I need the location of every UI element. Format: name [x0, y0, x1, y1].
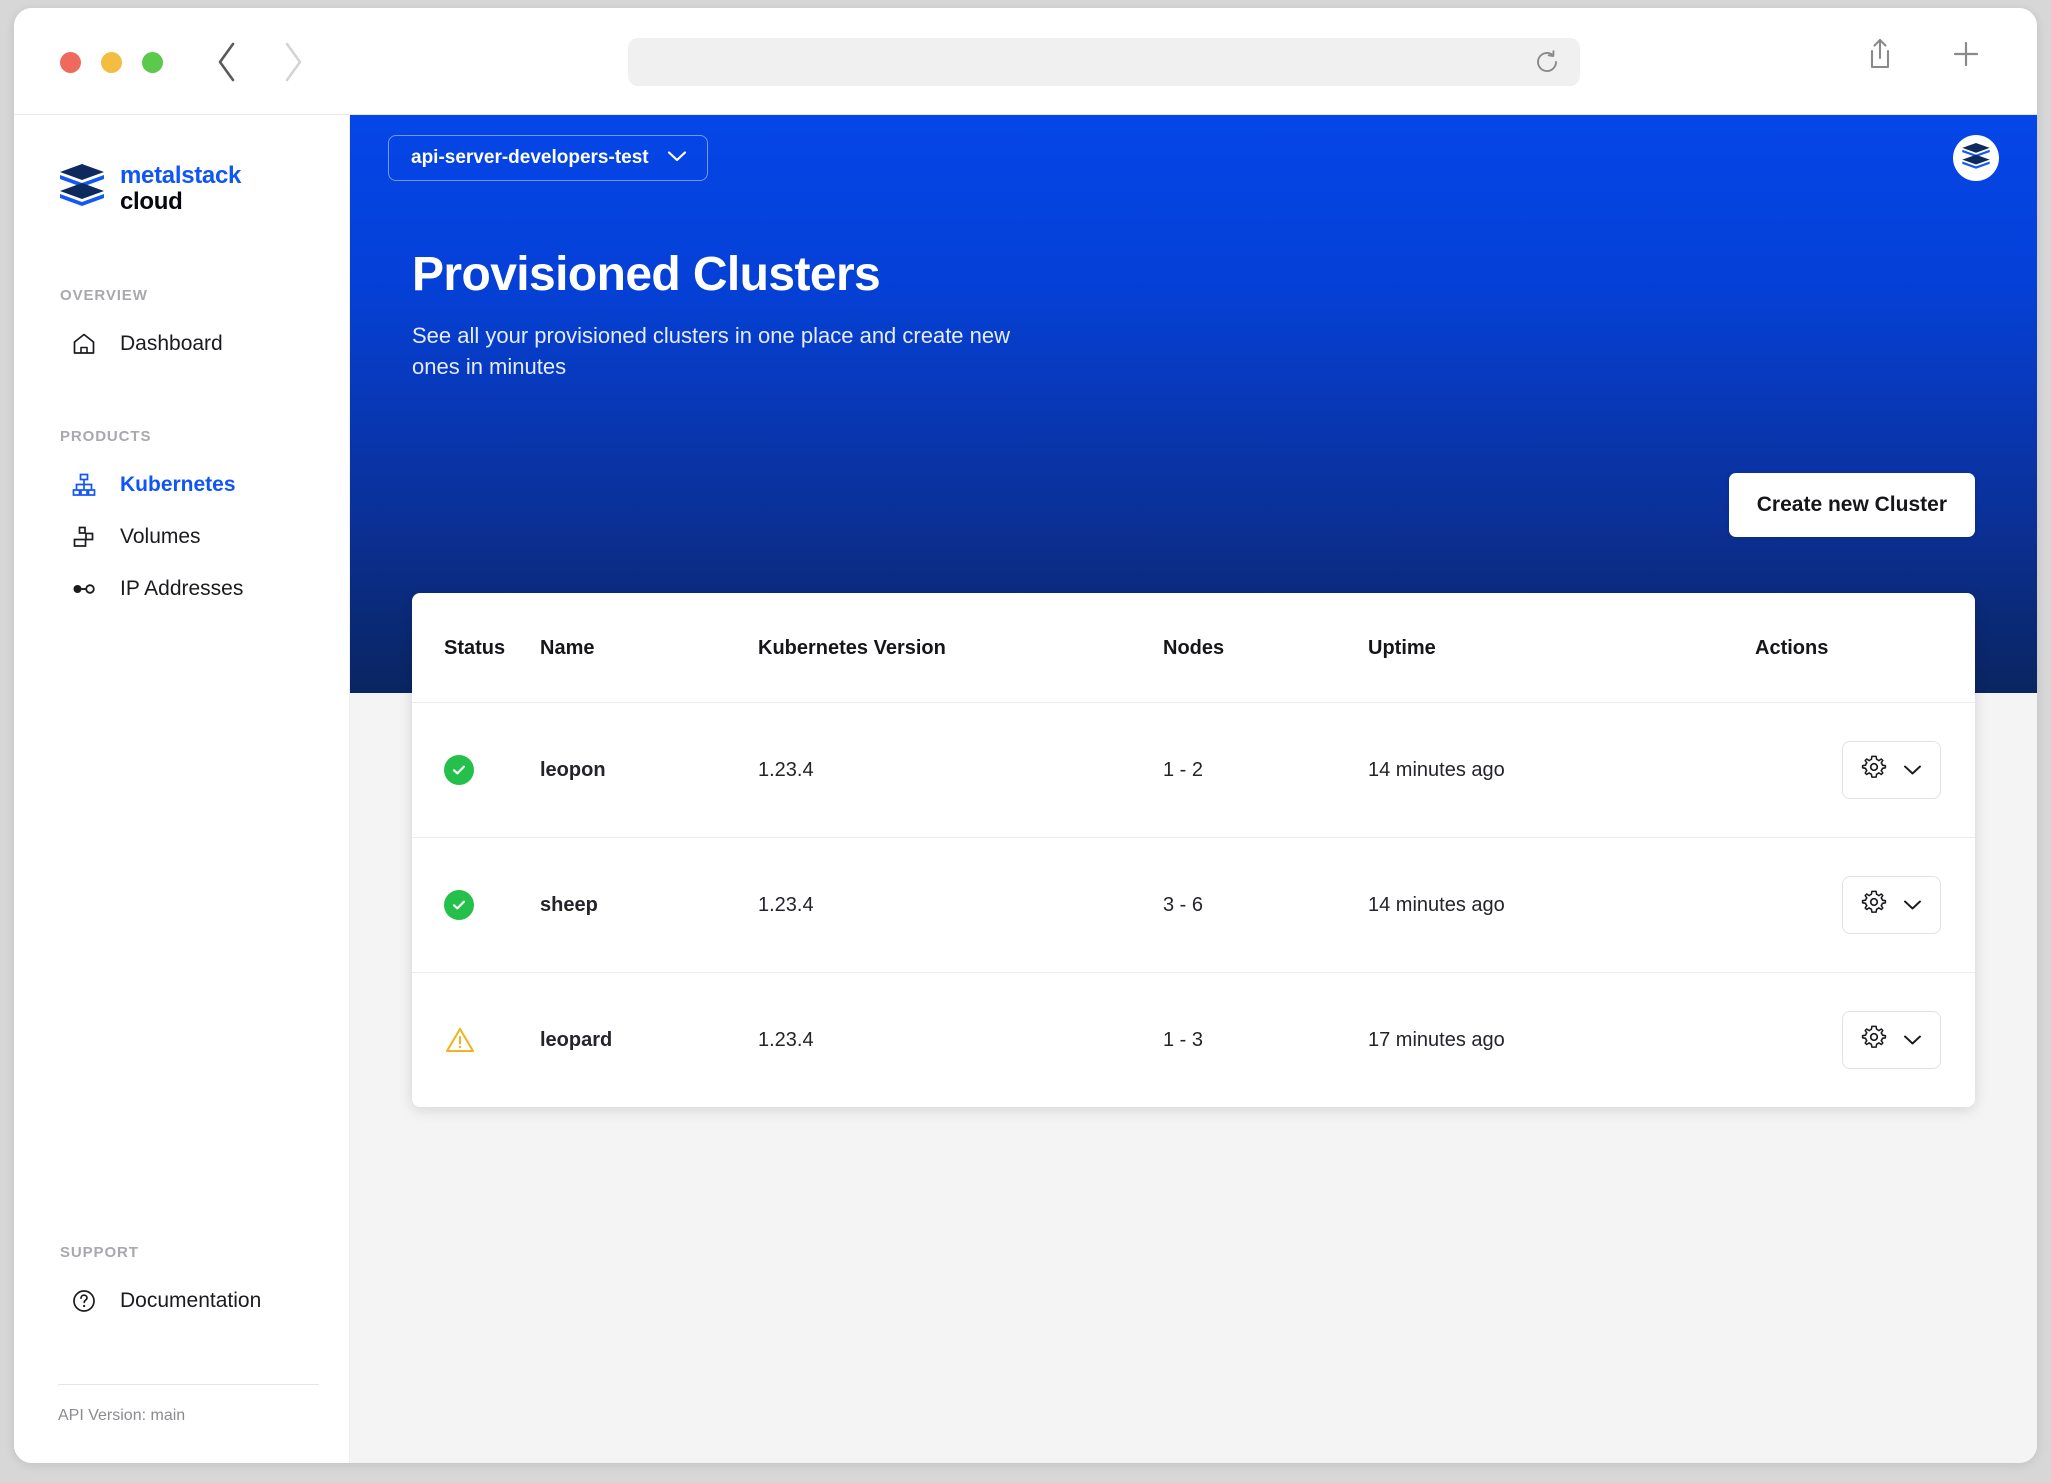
cell-status [412, 702, 540, 838]
clusters-table: Status Name Kubernetes Version Nodes Upt… [412, 593, 1975, 1107]
sidebar-item-label: Dashboard [120, 331, 223, 355]
column-header-status: Status [412, 593, 540, 703]
cell-name: sheep [540, 837, 758, 973]
check-circle-icon [444, 890, 474, 920]
reload-icon[interactable] [1534, 49, 1560, 75]
chevron-down-icon [1903, 1029, 1922, 1052]
sidebar: metalstack cloud OVERVIEW Dashboard [14, 115, 350, 1463]
cell-version: 1.23.4 [758, 1028, 814, 1051]
question-circle-icon [70, 1287, 98, 1315]
cell-uptime: 17 minutes ago [1368, 1028, 1505, 1051]
gear-icon [1861, 889, 1887, 921]
ip-link-icon [70, 575, 98, 603]
cell-version: 1.23.4 [758, 702, 1163, 838]
volumes-stack-icon [70, 523, 98, 551]
window-controls [60, 52, 163, 73]
main-content: api-server-developers-test [350, 115, 2037, 1463]
metalstack-avatar-icon [1960, 141, 1992, 176]
api-version-label: API Version: main [58, 1407, 186, 1424]
page-title: Provisioned Clusters [412, 248, 881, 301]
home-icon [70, 330, 98, 358]
project-selector-label: api-server-developers-test [411, 147, 649, 168]
create-new-cluster-button[interactable]: Create new Cluster [1728, 473, 1975, 537]
table-row[interactable]: sheep 1.23.4 3 - 6 14 minutes ago [412, 837, 1975, 973]
column-header-actions: Actions [1755, 593, 1975, 703]
warning-triangle-icon [444, 1025, 476, 1055]
address-bar[interactable] [628, 38, 1580, 86]
sidebar-item-documentation[interactable]: Documentation [14, 1275, 349, 1327]
cell-actions [1755, 973, 1975, 1108]
row-actions-button[interactable] [1842, 741, 1941, 799]
kubernetes-hierarchy-icon [70, 471, 98, 499]
chevron-down-icon [1903, 759, 1922, 782]
cell-uptime: 14 minutes ago [1368, 702, 1755, 838]
app-body: metalstack cloud OVERVIEW Dashboard [14, 115, 2037, 1463]
clusters-table-card: Status Name Kubernetes Version Nodes Upt… [412, 593, 1975, 1107]
table-row[interactable]: leopon 1.23.4 1 - 2 14 minutes ago [412, 702, 1975, 838]
page-subtitle: See all your provisioned clusters in one… [412, 323, 1011, 380]
cell-status [412, 973, 540, 1108]
cell-actions [1755, 702, 1975, 838]
chevron-down-icon [1903, 894, 1922, 917]
gear-icon [1861, 1024, 1887, 1056]
chevron-down-icon [667, 147, 687, 169]
cell-name: leopon [540, 702, 758, 838]
cell-name: leopard [540, 1028, 613, 1051]
column-header-uptime: Uptime [1368, 593, 1755, 703]
cell-version: 1.23.4 [758, 837, 1163, 973]
project-selector[interactable]: api-server-developers-test [388, 135, 708, 181]
cell-uptime: 14 minutes ago [1368, 837, 1755, 973]
nav-section-label-products: PRODUCTS [60, 427, 152, 445]
nav-section-label-overview: OVERVIEW [60, 286, 148, 304]
cell-status [412, 837, 540, 973]
address-input[interactable] [628, 38, 1580, 86]
sidebar-item-dashboard[interactable]: Dashboard [14, 318, 349, 370]
nav-section-label-support: SUPPORT [60, 1244, 139, 1261]
column-header-name: Name [540, 593, 758, 703]
sidebar-item-ip-addresses[interactable]: IP Addresses [14, 563, 349, 615]
gear-icon [1861, 754, 1887, 786]
toolbar-actions [1863, 36, 1983, 72]
table-row[interactable]: leopard 1.23.4 1 - 3 17 minutes ago [412, 973, 1975, 1108]
new-tab-button[interactable] [1949, 36, 1983, 72]
cell-nodes: 3 - 6 [1163, 837, 1368, 973]
sidebar-item-label: Documentation [120, 1289, 262, 1312]
avatar[interactable] [1953, 135, 1999, 181]
cell-nodes: 1 - 2 [1163, 702, 1368, 838]
row-actions-button[interactable] [1842, 876, 1941, 934]
sidebar-item-label: Volumes [120, 524, 201, 548]
logo-line-2: cloud [120, 187, 183, 215]
row-actions-button[interactable] [1842, 1011, 1941, 1069]
back-button[interactable] [214, 38, 240, 86]
check-circle-icon [444, 755, 474, 785]
cell-actions [1755, 837, 1975, 973]
browser-window: metalstack cloud OVERVIEW Dashboard [14, 8, 2037, 1463]
sidebar-divider [58, 1384, 319, 1385]
sidebar-item-label: Kubernetes [120, 472, 236, 496]
table-header-row: Status Name Kubernetes Version Nodes Upt… [412, 593, 1975, 703]
cell-nodes: 1 - 3 [1163, 1028, 1204, 1051]
close-window-button[interactable] [60, 52, 81, 73]
navigation-arrows [214, 38, 306, 86]
share-button[interactable] [1863, 36, 1897, 72]
sidebar-item-kubernetes[interactable]: Kubernetes [14, 459, 349, 511]
maximize-window-button[interactable] [142, 52, 163, 73]
minimize-window-button[interactable] [101, 52, 122, 73]
column-header-version: Kubernetes Version [758, 593, 1163, 703]
sidebar-item-volumes[interactable]: Volumes [14, 511, 349, 563]
forward-button[interactable] [280, 38, 306, 86]
browser-toolbar [14, 8, 2037, 115]
app-logo[interactable]: metalstack cloud [14, 115, 349, 215]
column-header-nodes: Nodes [1163, 593, 1368, 703]
sidebar-item-label: IP Addresses [120, 576, 244, 600]
metalstack-logo-icon [58, 163, 106, 214]
logo-line-1: metalstack [120, 162, 242, 189]
